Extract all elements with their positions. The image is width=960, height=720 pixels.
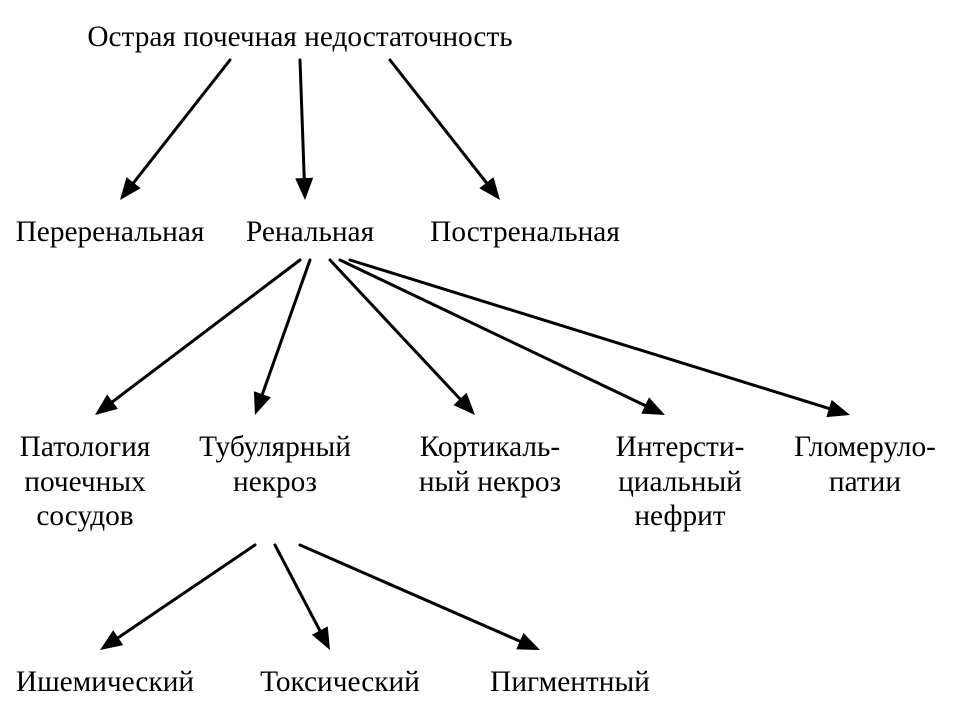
node-vasc: Патология почечных сосудов [20, 430, 151, 534]
node-isch: Ишемический [16, 665, 194, 700]
node-cort: Кортикаль- ный некроз [419, 430, 561, 499]
node-root: Острая почечная недостаточность [87, 20, 512, 55]
node-glom: Гломеруло- патии [794, 430, 936, 499]
diagram-stage: Острая почечная недостаточность Переренал… [0, 0, 960, 720]
node-tox: Токсический [260, 665, 420, 700]
node-post: Постренальная [430, 215, 620, 250]
node-pre: Переренальная [16, 215, 205, 250]
arrow-layer [0, 0, 960, 720]
node-pig: Пигментный [490, 665, 650, 700]
node-tub: Тубулярный некроз [199, 430, 351, 499]
node-ren: Ренальная [246, 215, 374, 250]
node-int: Интерсти- циальный нефрит [616, 430, 745, 534]
